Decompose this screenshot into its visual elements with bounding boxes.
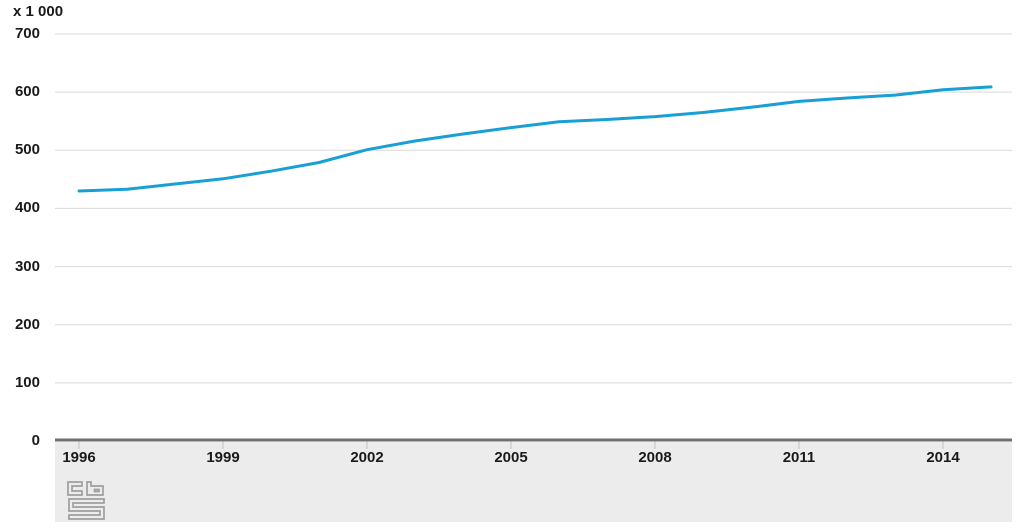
y-tick-label: 400 — [14, 199, 40, 217]
y-tick-label: 700 — [14, 25, 40, 42]
y-tick-label: 0 — [31, 432, 40, 449]
y-tick-label: 600 — [14, 83, 40, 101]
y-tick-label: 300 — [14, 257, 40, 275]
x-tick-label: 2002 — [350, 449, 384, 466]
x-tick-label: 1996 — [62, 449, 96, 466]
y-axis-unit-label: x 1 000 — [13, 3, 64, 20]
x-tick-label: 2011 — [782, 449, 816, 466]
x-tick-label: 2014 — [926, 449, 960, 466]
cbs-logo-letter-s — [68, 498, 105, 520]
y-tick-label: 200 — [14, 315, 40, 333]
x-tick-label: 2005 — [494, 449, 528, 466]
data-line — [77, 85, 993, 193]
cbs-logo-letter-c — [67, 481, 83, 496]
y-tick-label: 100 — [14, 373, 40, 391]
cbs-logo-letter-b — [86, 481, 104, 496]
x-axis-band — [55, 442, 1012, 522]
x-tick-label: 2008 — [638, 449, 672, 466]
y-tick-label: 500 — [14, 141, 40, 159]
cbs-logo — [67, 481, 105, 520]
x-tick-label: 1999 — [206, 449, 240, 466]
